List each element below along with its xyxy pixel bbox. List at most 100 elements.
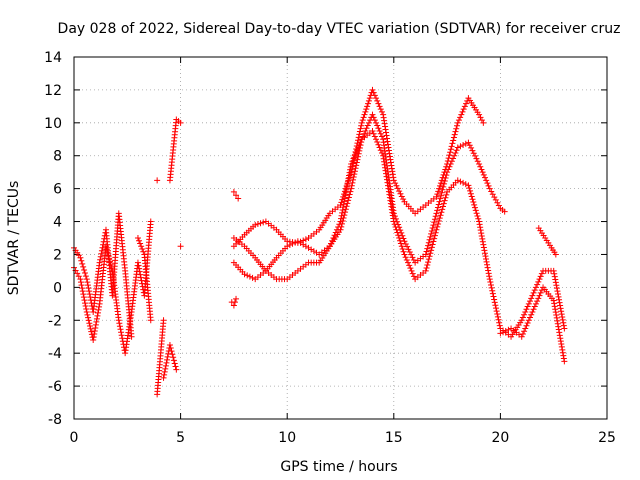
data-point — [80, 263, 87, 270]
data-point — [90, 334, 97, 341]
data-point — [407, 265, 414, 272]
data-point — [437, 195, 444, 202]
data-point — [161, 371, 168, 378]
data-point — [556, 299, 563, 306]
data-point — [528, 295, 535, 302]
data-point — [345, 194, 352, 201]
data-point — [137, 240, 144, 247]
data-point — [94, 312, 101, 319]
data-point — [431, 216, 438, 223]
data-point — [373, 119, 380, 126]
data-point — [118, 332, 125, 339]
data-point — [374, 97, 381, 104]
data-point — [435, 188, 442, 195]
data-point — [453, 147, 460, 154]
data-point — [551, 303, 558, 310]
data-point — [483, 255, 490, 262]
data-point — [336, 221, 343, 228]
data-point — [344, 181, 351, 188]
x-tick-label: 10 — [278, 430, 296, 446]
data-point — [486, 273, 493, 280]
data-point — [530, 306, 537, 313]
data-point — [436, 215, 443, 222]
data-point — [363, 106, 370, 113]
data-point — [92, 321, 99, 328]
data-point — [476, 111, 483, 118]
data-point — [394, 185, 401, 192]
data-point — [78, 257, 85, 264]
data-point — [348, 160, 355, 167]
data-point — [424, 262, 431, 269]
data-point — [555, 293, 562, 300]
data-point — [449, 140, 456, 147]
data-point — [444, 169, 451, 176]
data-point — [91, 330, 98, 337]
data-point — [521, 328, 528, 335]
data-point — [455, 117, 462, 124]
data-point — [377, 147, 384, 154]
data-point — [338, 212, 345, 219]
y-tick-label: -4 — [48, 346, 62, 362]
data-point — [440, 203, 446, 210]
data-point — [79, 285, 86, 292]
data-point — [535, 278, 542, 285]
data-point — [469, 147, 476, 154]
data-point — [448, 158, 455, 165]
data-point — [95, 306, 102, 313]
data-point — [435, 220, 442, 227]
data-point — [410, 273, 417, 280]
data-point — [442, 194, 449, 201]
data-point — [446, 163, 453, 170]
data-point — [347, 166, 354, 173]
data-point — [85, 317, 92, 324]
data-point — [173, 366, 180, 373]
data-point — [557, 302, 564, 309]
data-point — [335, 224, 342, 231]
data-point — [440, 200, 447, 207]
data-point — [356, 141, 363, 148]
data-point — [77, 254, 84, 261]
data-point — [374, 139, 381, 146]
data-point — [136, 265, 143, 272]
data-point — [433, 210, 440, 217]
data-point — [494, 313, 501, 320]
data-point — [457, 143, 464, 150]
data-point — [552, 279, 559, 286]
data-point — [470, 150, 477, 157]
data-point — [98, 247, 105, 254]
data-point — [406, 248, 413, 255]
data-point — [363, 125, 370, 132]
data-point — [552, 309, 559, 316]
data-point — [302, 236, 309, 243]
data-point — [485, 182, 492, 189]
data-point — [430, 238, 437, 245]
data-point — [177, 119, 184, 126]
data-point — [425, 256, 432, 263]
data-point — [83, 306, 90, 313]
data-point — [79, 288, 86, 295]
data-point — [438, 209, 445, 216]
data-point — [376, 128, 383, 135]
data-point — [474, 212, 481, 219]
data-point — [554, 320, 561, 327]
data-point — [340, 201, 347, 208]
data-point — [402, 254, 409, 261]
data-point — [431, 235, 438, 242]
data-point — [171, 360, 178, 367]
data-point — [375, 125, 382, 132]
data-point — [427, 250, 434, 257]
data-point — [439, 206, 446, 213]
data-point — [358, 122, 365, 129]
data-point — [445, 166, 452, 173]
data-point — [349, 158, 356, 165]
data-point — [450, 137, 457, 144]
data-point — [556, 329, 563, 336]
data-point — [536, 292, 543, 299]
data-point — [90, 337, 97, 344]
data-point — [355, 153, 362, 160]
data-point — [531, 287, 538, 294]
data-point — [521, 311, 528, 318]
data-point — [501, 208, 508, 215]
data-point — [532, 300, 539, 307]
